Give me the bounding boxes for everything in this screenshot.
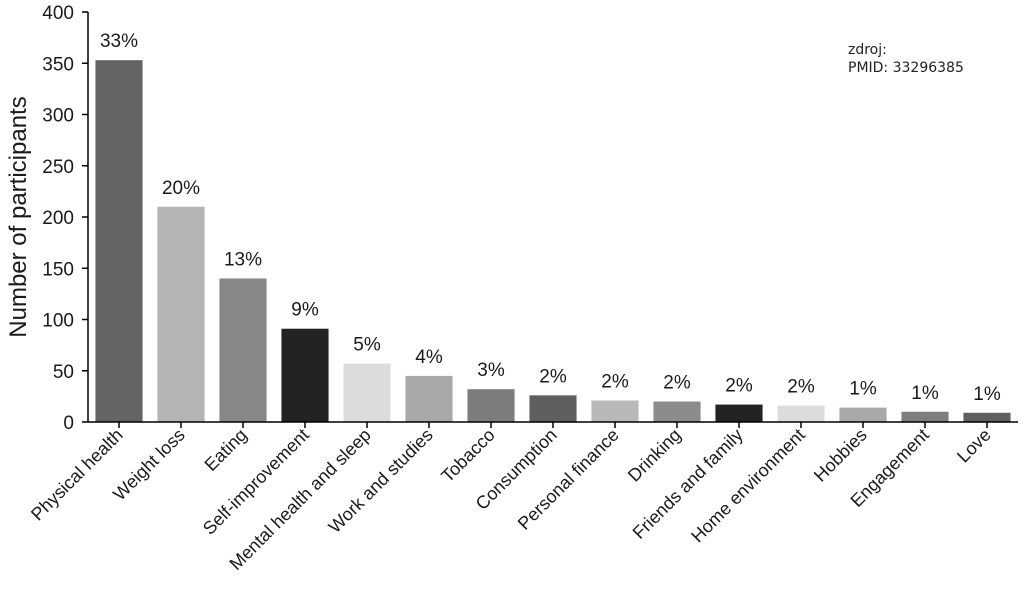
data-label: 1%: [911, 383, 939, 404]
data-label: 2%: [601, 371, 629, 392]
bar: [963, 412, 1011, 422]
bar: [715, 404, 763, 422]
bar: [157, 206, 205, 422]
bar: [529, 395, 577, 422]
y-tick-label: 300: [42, 106, 74, 127]
bar: [219, 278, 267, 422]
category-label: Drinking: [624, 425, 685, 486]
bar: [591, 400, 639, 422]
data-label: 2%: [663, 373, 691, 394]
data-labels: 33% 20% 13% 9% 5% 4% 3% 2% 2% 2% 2% 2% 1% 1% 1%: [100, 31, 1001, 405]
category-label: Friends and family: [629, 425, 747, 543]
x-axis-ticks: [118, 422, 988, 428]
category-label: Physical health: [27, 425, 127, 525]
y-tick-label: 150: [42, 259, 74, 280]
category-label: Home environment: [687, 425, 809, 547]
y-tick-label: 200: [42, 208, 74, 229]
data-label: 2%: [725, 376, 753, 397]
category-label: Love: [953, 425, 995, 467]
y-tick-label: 350: [42, 54, 74, 75]
y-tick-label: 250: [42, 157, 74, 178]
bar: [405, 375, 453, 422]
bar: [467, 389, 515, 422]
data-label: 3%: [477, 360, 505, 381]
bars: [95, 60, 1011, 423]
bar: [95, 60, 143, 423]
category-label: Eating: [201, 425, 251, 475]
y-axis-label: Number of participants: [5, 96, 32, 337]
y-axis-ticks: 0 50 100 150 200 250 300 350 400: [42, 3, 88, 434]
data-label: 13%: [224, 250, 262, 271]
category-label: Hobbies: [810, 425, 871, 486]
bar: [777, 405, 825, 422]
source-label: zdroj:: [848, 42, 887, 58]
category-label: Work and studies: [325, 425, 437, 537]
bar: [839, 407, 887, 422]
y-tick-label: 100: [42, 311, 74, 332]
y-tick-label: 0: [63, 413, 74, 434]
category-label: Self-improvement: [199, 425, 313, 539]
data-label: 5%: [353, 335, 381, 356]
source-note: zdroj: PMID: 33296385: [848, 41, 964, 77]
bar: [281, 328, 329, 422]
data-label: 1%: [849, 379, 877, 400]
bar: [653, 401, 701, 422]
data-label: 1%: [973, 384, 1001, 405]
data-label: 33%: [100, 31, 138, 52]
data-label: 2%: [787, 377, 815, 398]
source-pmid: PMID: 33296385: [848, 60, 964, 76]
data-label: 4%: [415, 347, 443, 368]
data-label: 2%: [539, 366, 567, 387]
bar: [901, 411, 949, 422]
data-label: 20%: [162, 178, 200, 199]
y-tick-label: 50: [53, 362, 74, 383]
y-tick-label: 400: [42, 3, 74, 24]
category-label: Tobacco: [437, 425, 499, 487]
data-label: 9%: [291, 300, 319, 321]
bar: [343, 363, 391, 422]
